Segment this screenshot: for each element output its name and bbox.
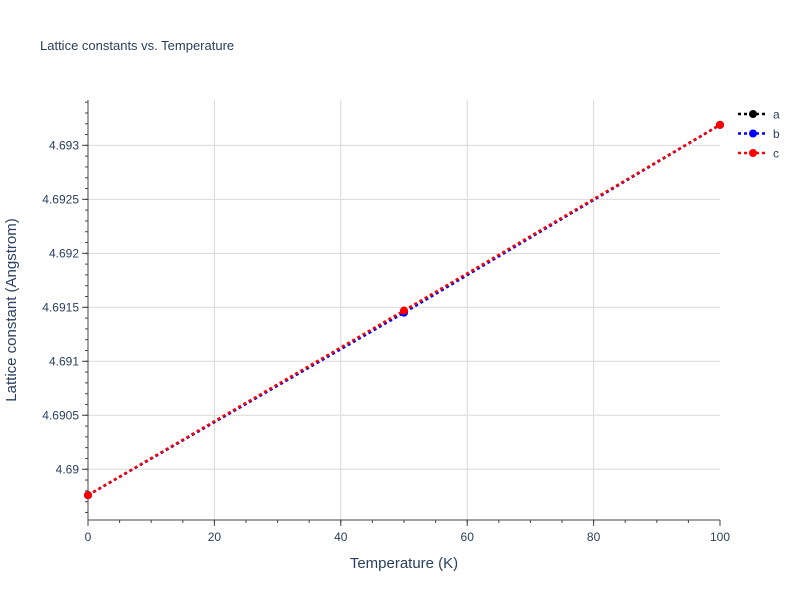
y-tick-label: 4.69 (56, 462, 80, 476)
x-tick-label: 100 (710, 530, 730, 544)
legend-label: c (773, 147, 779, 161)
data-point-c (84, 491, 92, 500)
y-tick-label: 4.6905 (42, 408, 79, 422)
x-axis-label: Temperature (K) (350, 555, 458, 572)
y-tick-label: 4.692 (49, 246, 79, 260)
x-tick-label: 0 (85, 530, 92, 544)
x-tick-label: 60 (461, 530, 475, 544)
x-tick-label: 80 (587, 530, 601, 544)
legend-label: a (773, 108, 780, 122)
x-tick-label: 40 (334, 530, 348, 544)
legend-marker (749, 110, 757, 118)
y-axis-label: Lattice constant (Angstrom) (3, 218, 20, 401)
legend-marker (749, 129, 757, 138)
legend-item-b[interactable]: b (738, 127, 780, 141)
legend-label: b (773, 127, 780, 141)
y-tick-label: 4.6925 (42, 192, 79, 206)
y-tick-label: 4.693 (49, 138, 79, 152)
data-point-c (716, 120, 724, 129)
legend-marker (749, 149, 757, 157)
y-tick-label: 4.6915 (42, 300, 79, 314)
x-tick-label: 20 (208, 530, 222, 544)
data-point-c (400, 306, 408, 315)
legend-item-c[interactable]: c (738, 147, 779, 161)
y-tick-label: 4.691 (49, 354, 79, 368)
series-line-c (87, 123, 721, 497)
chart-title: Lattice constants vs. Temperature (40, 38, 234, 53)
legend-item-a[interactable]: a (738, 108, 780, 122)
